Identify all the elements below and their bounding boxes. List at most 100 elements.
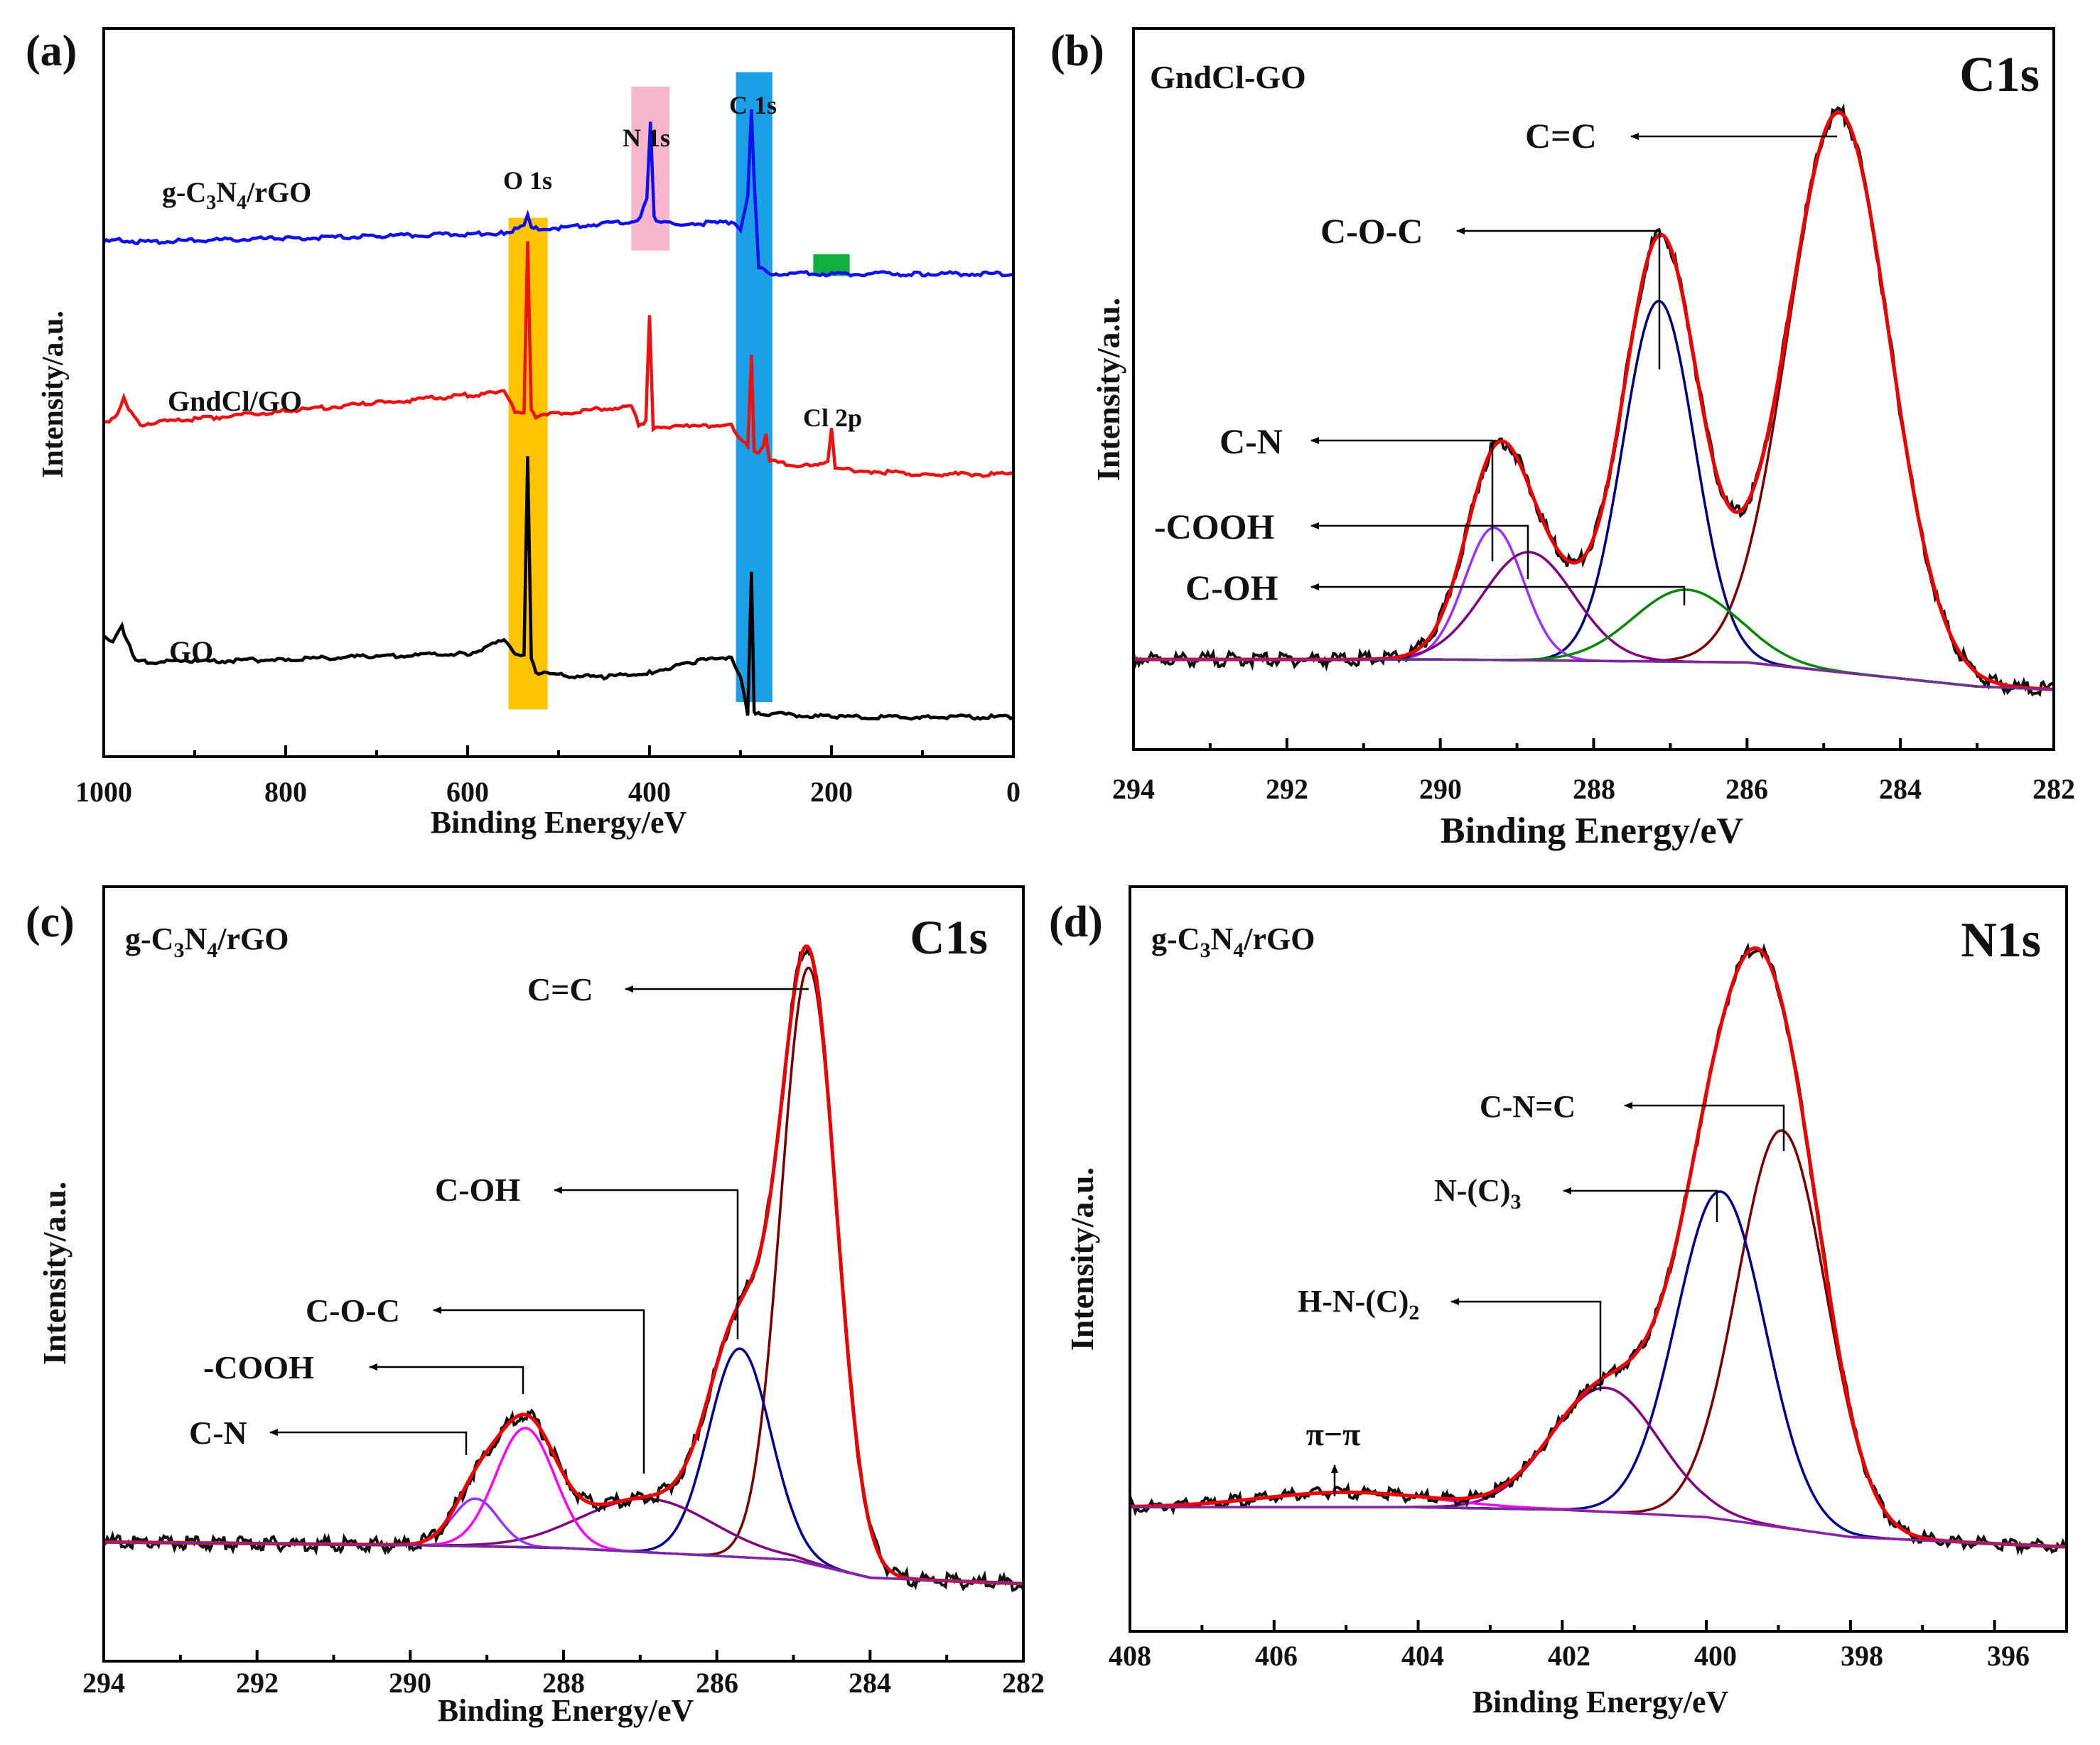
panel-b: (b) GndCl-GO C1s Intensity/a.u. Binding … <box>1050 27 2075 851</box>
ann-cn: C-N <box>1219 421 1283 461</box>
panel-a-xtick: 200 <box>810 776 853 808</box>
peak-c-n-c <box>1130 1129 2067 1548</box>
ann-coc: C-O-C <box>1320 211 1423 251</box>
panel-c-region: C1s <box>910 910 988 964</box>
ann-cn-c: C-N <box>189 1415 247 1451</box>
background <box>1134 658 2055 691</box>
ann-pipi: π−π <box>1306 1416 1361 1452</box>
ann-arrow-nc3 <box>1563 1187 1718 1222</box>
panel-d-xtick: 406 <box>1255 1640 1298 1672</box>
ann-arrow-coh <box>1310 583 1686 605</box>
panel-d-xtick: 396 <box>1987 1640 2030 1672</box>
panel-c-frame <box>102 885 1025 1663</box>
panel-b-xtick: 282 <box>2032 773 2075 805</box>
panel-a-tag: (a) <box>26 27 77 75</box>
band-n-1s <box>631 87 670 251</box>
panel-c-xlabel: Binding Energy/eV <box>438 1693 694 1728</box>
panel-b-region: C1s <box>1959 48 2040 102</box>
series-gndcl-go <box>103 241 1015 478</box>
panel-b-xtick: 294 <box>1112 773 1155 805</box>
panel-b-xtick: 292 <box>1266 773 1308 805</box>
series-g-c3n4-rgo <box>102 109 1014 278</box>
panel-d-frame <box>1129 885 2068 1633</box>
panel-c-xtick: 282 <box>1002 1667 1045 1699</box>
panel-d-tag: (d) <box>1049 898 1103 946</box>
ann-cc: C=C <box>1525 116 1597 156</box>
label-c3n4-rgo: g-C3N4/rGO <box>162 176 311 214</box>
panel-c-sample: g-C3N4/rGO <box>125 922 289 962</box>
ann-arrow-cnc <box>1624 1102 1785 1151</box>
panel-a-xtick: 400 <box>628 776 671 808</box>
ann-arrow-coh-c <box>554 1187 739 1339</box>
peak-n-c-3 <box>1130 1190 2067 1548</box>
panel-d-xtick: 398 <box>1841 1640 1883 1672</box>
raw-data <box>1129 942 2067 1557</box>
band-label-n1s: N 1s <box>623 124 670 152</box>
panel-a-xtick: 600 <box>446 776 489 808</box>
ann-hnc2: H-N-(C)2 <box>1298 1284 1419 1324</box>
ann-coh: C-OH <box>1185 568 1278 607</box>
ann-arrow-coc-c <box>433 1307 645 1474</box>
panel-a-xlabel: Binding Energy/eV <box>431 805 687 840</box>
panel-c-xtick: 286 <box>696 1667 738 1699</box>
panel-b-ylabel: Intensity/a.u. <box>1090 298 1126 481</box>
panel-b-xtick: 286 <box>1725 773 1768 805</box>
label-go: GO <box>169 635 213 667</box>
raw-data <box>102 945 1025 1592</box>
panel-c-xtick: 290 <box>389 1667 431 1699</box>
ann-arrow-hnc2 <box>1450 1298 1602 1391</box>
ann-coh-c: C-OH <box>435 1172 520 1208</box>
panel-c-xtick: 294 <box>82 1667 125 1699</box>
panel-a-ylabel: Intensity/a.u. <box>37 310 70 478</box>
panel-c-xtick: 288 <box>542 1667 585 1699</box>
panel-c-xtick: 284 <box>849 1667 891 1699</box>
ann-nc3: N-(C)3 <box>1434 1173 1522 1214</box>
panel-d-xlabel: Binding Energy/eV <box>1472 1685 1729 1719</box>
panel-b-tag: (b) <box>1050 27 1104 75</box>
ann-arrow-coc <box>1456 227 1661 369</box>
peak--cooh <box>104 1427 1024 1585</box>
ann-cnc: C-N=C <box>1480 1089 1576 1124</box>
panel-b-sample: GndCl-GO <box>1150 59 1306 95</box>
background <box>1130 1506 2067 1548</box>
band-label-cl2p: Cl 2p <box>803 404 862 432</box>
panel-b-xlabel: Binding Energy/eV <box>1441 811 1743 851</box>
fit-envelope <box>1129 946 2067 1549</box>
panel-d-xtick: 408 <box>1109 1640 1151 1672</box>
panel-b-xtick: 290 <box>1419 773 1462 805</box>
panel-c-tag: (c) <box>26 898 75 946</box>
panel-d-xtick: 404 <box>1401 1640 1444 1672</box>
series-go <box>102 456 1015 721</box>
panel-a-xtick: 800 <box>264 776 307 808</box>
panel-a-xtick: 1000 <box>75 776 132 808</box>
panel-d-ylabel: Intensity/a.u. <box>1064 1167 1100 1351</box>
panel-a-frame <box>102 27 1015 758</box>
ann-arrow-cn-c <box>269 1429 468 1455</box>
panel-b-xtick: 288 <box>1573 773 1615 805</box>
ann-cooh: -COOH <box>1154 507 1275 546</box>
panel-d-xtick: 402 <box>1548 1640 1590 1672</box>
peak-h-n-c-2 <box>1130 1386 2067 1548</box>
background <box>104 1540 1024 1585</box>
band-label-c1s: C 1s <box>729 91 777 119</box>
ann-arrow-cooh-c <box>369 1363 524 1394</box>
panel-d-region: N1s <box>1961 913 2041 968</box>
panel-a: (a) Intensity/a.u. Binding Energy/eV 100… <box>26 27 1021 840</box>
band-label-o1s: O 1s <box>503 166 552 195</box>
panel-a-xtick: 0 <box>1006 776 1021 808</box>
panel-d-sample: g-C3N4/rGO <box>1151 922 1315 962</box>
label-gndcl-go: GndCl/GO <box>168 385 302 417</box>
ann-coc-c: C-O-C <box>306 1292 400 1329</box>
ann-arrow-cn <box>1310 437 1494 561</box>
peak-c-c <box>104 966 1024 1585</box>
panel-c: (c) g-C3N4/rGO C1s Intensity/a.u. Bindin… <box>26 885 1045 1728</box>
panel-b-frame <box>1132 27 2055 751</box>
ann-arrow-cooh <box>1310 522 1529 579</box>
panel-c-ylabel: Intensity/a.u. <box>36 1182 72 1365</box>
panel-d: (d) g-C3N4/rGO N1s Intensity/a.u. Bindin… <box>1049 885 2068 1719</box>
ann-cooh-c: -COOH <box>203 1349 314 1385</box>
fit-envelope <box>104 944 1024 1586</box>
panel-c-xtick: 292 <box>236 1667 279 1699</box>
panel-b-xtick: 284 <box>1879 773 1922 805</box>
